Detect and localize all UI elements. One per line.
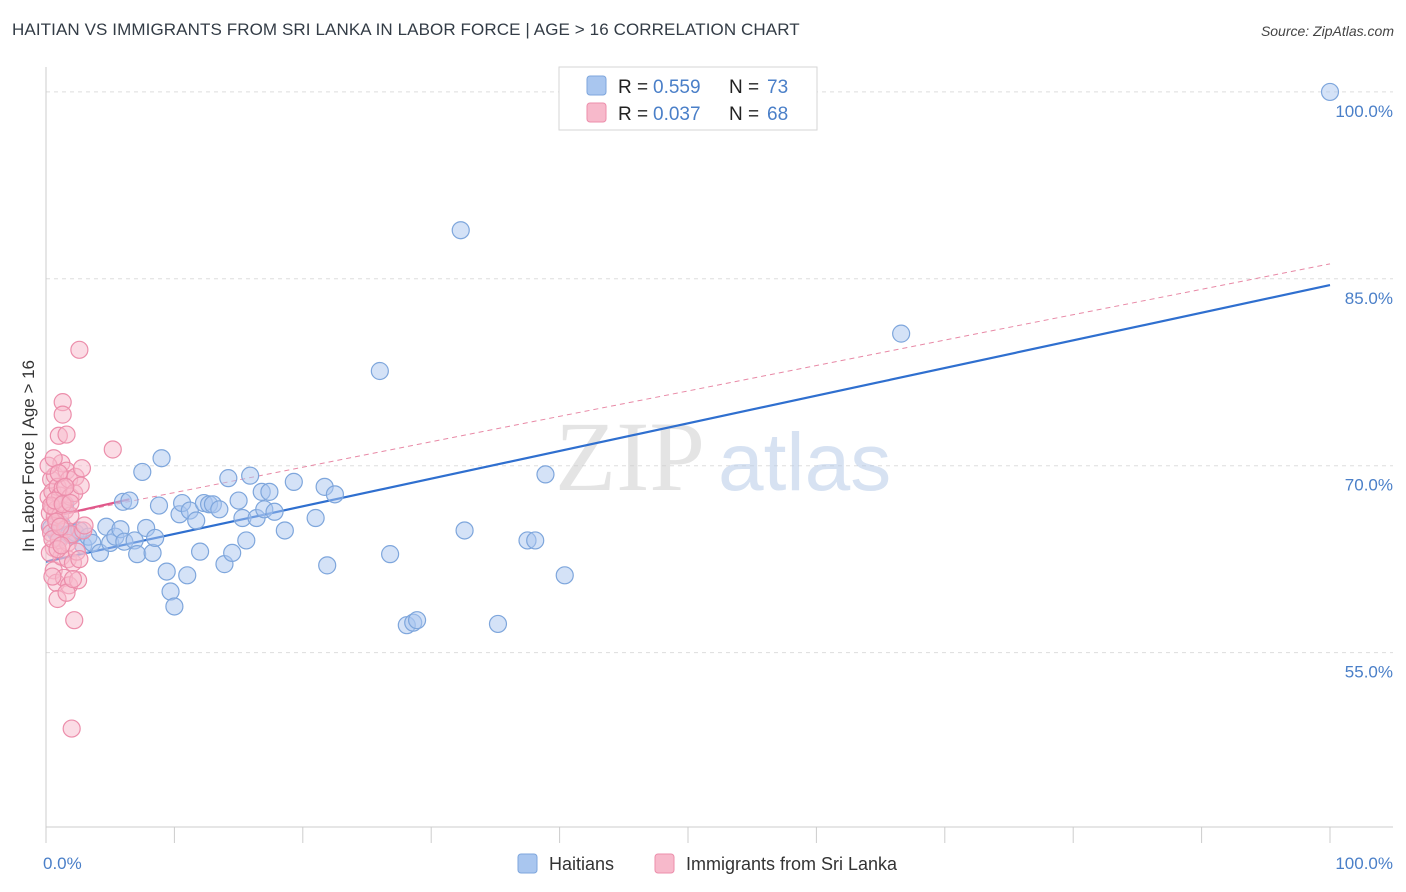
y-tick-label-3: 100.0% — [1335, 102, 1393, 121]
y-tick-label-0: 55.0% — [1345, 663, 1393, 682]
point-sri-lanka-47 — [72, 459, 92, 478]
legend-n-label-2: N = — [729, 104, 759, 125]
point-haitians-68 — [526, 531, 545, 550]
point-haitians-28 — [157, 562, 176, 581]
legend-r-label-2: R = — [618, 104, 648, 125]
point-sri-lanka-36 — [62, 719, 81, 738]
point-sri-lanka-44 — [70, 550, 89, 569]
point-haitians-36 — [190, 542, 210, 561]
point-haitians-35 — [187, 511, 206, 530]
point-haitians-70 — [555, 566, 574, 585]
x-tick-labels: 0.0% 100.0% — [43, 854, 1393, 873]
point-haitians-44 — [229, 491, 248, 510]
point-haitians-53 — [275, 521, 294, 540]
point-haitians-51 — [260, 482, 279, 501]
point-haitians-19 — [120, 491, 139, 510]
bottom-legend-label-haitians: Haitians — [549, 854, 614, 874]
point-haitians-72 — [1320, 82, 1340, 102]
point-haitians-29 — [161, 582, 180, 601]
point-haitians-52 — [265, 502, 284, 521]
trend-line-sri-lanka-extended — [45, 263, 1331, 519]
point-haitians-33 — [178, 566, 197, 585]
point-sri-lanka-28 — [57, 425, 76, 444]
point-haitians-55 — [306, 508, 325, 528]
point-haitians-60 — [381, 545, 400, 564]
point-haitians-59 — [370, 361, 389, 381]
point-haitians-43 — [223, 543, 242, 563]
legend-swatch-sri-lanka — [586, 102, 607, 123]
point-haitians-27 — [152, 449, 171, 468]
point-haitians-30 — [165, 597, 184, 616]
legend-swatch-haitians — [586, 75, 607, 96]
point-haitians-24 — [143, 543, 162, 563]
point-haitians-26 — [149, 496, 169, 515]
point-haitians-22 — [133, 462, 152, 482]
point-haitians-66 — [488, 614, 508, 634]
bottom-legend: Haitians Immigrants from Sri Lanka — [517, 853, 898, 874]
y-tick-label-1: 70.0% — [1345, 476, 1393, 495]
axes — [45, 67, 1393, 843]
x-tick-label-0: 0.0% — [43, 854, 82, 873]
point-haitians-65 — [455, 521, 474, 540]
source-credit: Source: ZipAtlas.com — [1260, 23, 1394, 39]
point-sri-lanka-64 — [61, 493, 80, 513]
point-sri-lanka-62 — [56, 477, 75, 496]
gridlines — [46, 91, 1393, 654]
watermark-atlas: atlas — [718, 417, 891, 508]
legend-n-value-1: 73 — [767, 77, 788, 98]
point-haitians-71 — [892, 324, 911, 343]
point-sri-lanka-65 — [63, 569, 83, 589]
point-haitians-40 — [210, 500, 229, 519]
legend: R = 0.559 N = 73 R = 0.037 N = 68 — [558, 66, 818, 131]
point-haitians-21 — [128, 545, 147, 564]
legend-r-label-1: R = — [618, 77, 648, 98]
legend-r-value-2: 0.037 — [653, 104, 701, 125]
point-haitians-47 — [241, 466, 260, 485]
watermark-zip: ZIP — [555, 401, 705, 512]
series-haitians — [42, 82, 1340, 635]
watermark: ZIP atlas — [555, 401, 891, 512]
point-sri-lanka-22 — [53, 405, 72, 424]
point-sri-lanka-39 — [65, 611, 84, 630]
point-sri-lanka-45 — [71, 476, 90, 495]
y-tick-label-2: 85.0% — [1345, 289, 1393, 308]
point-haitians-42 — [219, 469, 238, 488]
point-sri-lanka-66 — [103, 440, 122, 459]
point-haitians-54 — [284, 472, 303, 491]
point-haitians-63 — [407, 611, 427, 630]
point-haitians-58 — [325, 485, 344, 504]
bottom-legend-label-sri-lanka: Immigrants from Sri Lanka — [686, 854, 898, 874]
legend-n-label-1: N = — [729, 77, 759, 98]
point-sri-lanka-46 — [70, 340, 89, 359]
point-haitians-69 — [536, 465, 555, 484]
point-haitians-46 — [237, 531, 256, 550]
point-sri-lanka-49 — [75, 516, 94, 535]
point-haitians-64 — [451, 221, 470, 240]
y-tick-labels: 55.0% 70.0% 85.0% 100.0% — [1335, 102, 1393, 682]
bottom-legend-swatch-haitians — [517, 853, 538, 874]
point-sri-lanka-59 — [51, 517, 70, 536]
legend-n-value-2: 68 — [767, 104, 788, 125]
chart-title: HAITIAN VS IMMIGRANTS FROM SRI LANKA IN … — [12, 20, 800, 39]
bottom-legend-swatch-sri-lanka — [654, 853, 675, 874]
series-sri-lanka — [39, 340, 122, 738]
legend-r-value-1: 0.559 — [653, 77, 701, 98]
y-axis-label: In Labor Force | Age > 16 — [19, 360, 38, 552]
point-haitians-57 — [318, 556, 337, 575]
point-haitians-25 — [146, 528, 165, 548]
point-sri-lanka-67 — [43, 567, 62, 586]
point-sri-lanka-60 — [52, 536, 71, 555]
x-tick-label-1: 100.0% — [1335, 854, 1393, 873]
data-points — [39, 82, 1340, 738]
